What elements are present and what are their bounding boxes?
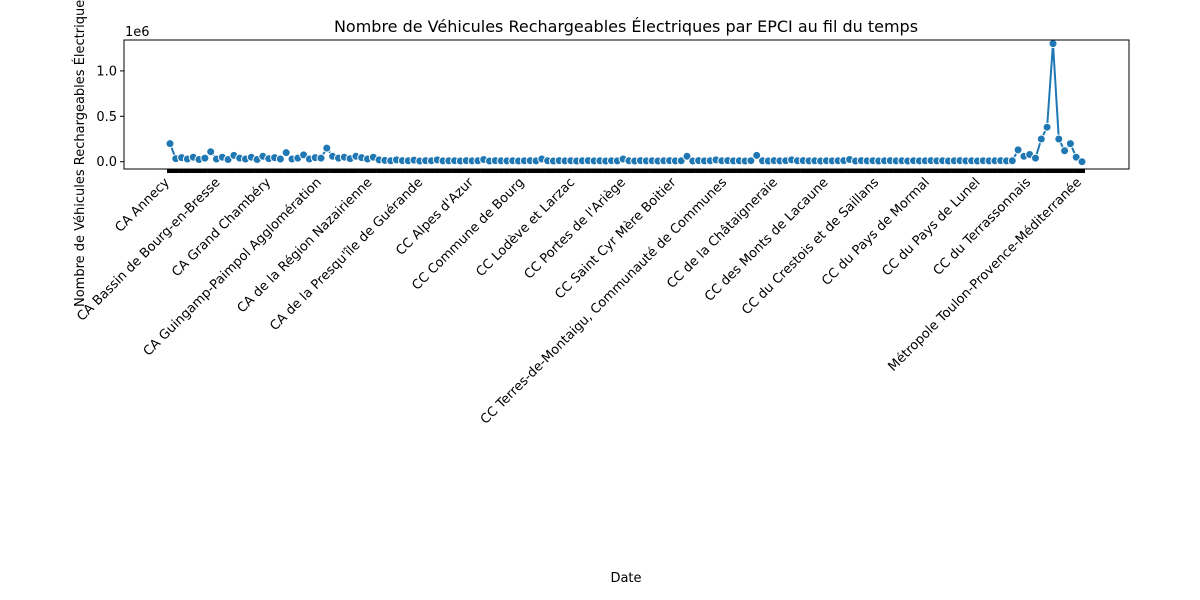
data-point (1060, 146, 1070, 156)
data-point (1054, 134, 1064, 144)
data-point (322, 143, 332, 153)
data-point (316, 153, 326, 163)
x-tick-label: Métropole Toulon-Provence-Méditerranée (885, 175, 1084, 374)
data-point (1048, 39, 1058, 49)
data-point (676, 156, 686, 166)
x-tick-label: CC Portes de l'Ariège (522, 175, 629, 282)
data-point (1065, 139, 1075, 149)
data-point (165, 139, 175, 149)
plot-area (165, 39, 1087, 167)
data-point (1042, 122, 1052, 132)
data-point (682, 151, 692, 161)
data-point (1007, 156, 1017, 166)
y-tick-label: 0.5 (96, 110, 117, 125)
data-point (1013, 145, 1023, 155)
x-tick-label: CC du Pays de Lunel (879, 175, 983, 279)
data-point (275, 154, 285, 164)
data-point (1071, 152, 1081, 162)
y-tick-label: 1.0 (96, 64, 117, 79)
x-tick-label: CA Guingamp-Paimpol Agglomération (141, 175, 325, 359)
x-tick-label: CC Terres-de-Montaigu, Communauté de Com… (478, 175, 730, 427)
data-point (206, 147, 216, 157)
axes-frame (123, 39, 1130, 170)
x-tick-label: CA Grand Chambéry (169, 175, 274, 280)
chart-title: Nombre de Véhicules Rechargeables Électr… (334, 17, 918, 36)
y-offset-label: 1e6 (125, 25, 150, 40)
data-point (1031, 153, 1040, 163)
data-point (1036, 134, 1046, 144)
data-point (200, 153, 210, 163)
y-tick-label: 0.0 (96, 155, 117, 170)
series-line (169, 43, 1083, 163)
y-axis-label: Nombre de Véhicules Rechargeables Électr… (72, 0, 88, 307)
data-point (1077, 157, 1087, 167)
data-point (752, 150, 762, 160)
data-point (746, 156, 756, 166)
x-tick-label: CC Lodève et Larzac (473, 175, 578, 280)
data-point (281, 148, 291, 158)
x-tick-label: CC du Terrassonnais (931, 175, 1035, 279)
y-axis: 0.0 0.5 1.0 (96, 64, 124, 170)
x-axis-label: Date (610, 571, 641, 586)
